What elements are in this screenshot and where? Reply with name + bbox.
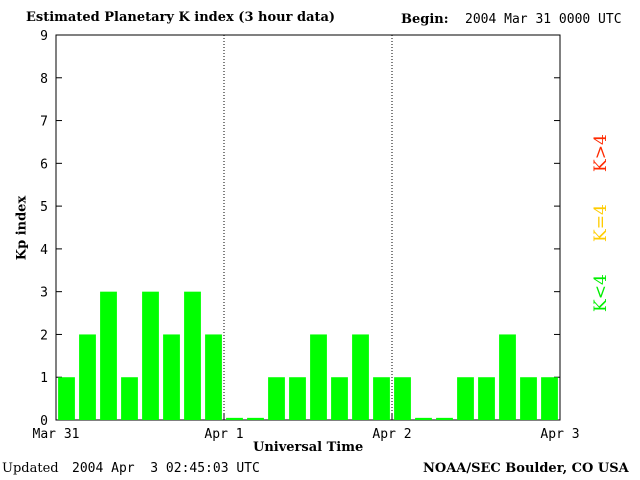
chart-title: Estimated Planetary K index (3 hour data… xyxy=(26,10,336,25)
y-tick-label: 7 xyxy=(40,115,48,130)
x-tick-label: Mar 31 xyxy=(33,427,80,442)
kp-bar xyxy=(499,334,516,420)
y-tick-label: 6 xyxy=(40,157,48,172)
kp-bar xyxy=(436,417,453,420)
kp-bar xyxy=(310,334,327,420)
y-tick-label: 2 xyxy=(40,328,48,343)
y-tick-label: 4 xyxy=(40,243,48,258)
y-tick-label: 5 xyxy=(40,200,48,215)
kp-bar xyxy=(268,377,285,420)
kp-bar xyxy=(142,291,159,420)
kp-bar xyxy=(373,377,390,420)
y-tick-label: 1 xyxy=(40,371,48,386)
kp-bar xyxy=(478,377,495,420)
y-tick-label: 8 xyxy=(40,72,48,87)
y-tick-label: 3 xyxy=(40,286,48,301)
kp-bar xyxy=(394,377,411,420)
x-tick-label: Apr 2 xyxy=(372,427,411,442)
kp-bar xyxy=(352,334,369,420)
kp-bar xyxy=(121,377,138,420)
begin-label: Begin: xyxy=(401,12,449,27)
updated-label: Updated xyxy=(2,461,59,476)
kp-bar xyxy=(163,334,180,420)
credit-text: NOAA/SEC Boulder, CO USA xyxy=(423,461,629,476)
kp-bar xyxy=(457,377,474,420)
kp-bar xyxy=(541,377,558,420)
y-tick-label: 9 xyxy=(40,29,48,44)
x-axis-label: Universal Time xyxy=(253,440,364,455)
plot-frame xyxy=(55,34,561,421)
updated-value: 2004 Apr 3 02:45:03 UTC xyxy=(72,461,260,476)
kp-bar xyxy=(100,291,117,420)
x-tick-label: Apr 3 xyxy=(540,427,579,442)
y-tick-label: 0 xyxy=(40,414,48,429)
begin-value: 2004 Mar 31 0000 UTC xyxy=(465,12,622,27)
kp-bar xyxy=(79,334,96,420)
kp-bar xyxy=(247,417,264,420)
kp-bar xyxy=(58,377,75,420)
kp-bar xyxy=(331,377,348,420)
kp-bar xyxy=(184,291,201,420)
kp-bar xyxy=(520,377,537,420)
kp-bar xyxy=(226,417,243,420)
kp-bar xyxy=(205,334,222,420)
x-tick-label: Apr 1 xyxy=(204,427,243,442)
kp-bar xyxy=(415,417,432,420)
kp-bar xyxy=(289,377,306,420)
